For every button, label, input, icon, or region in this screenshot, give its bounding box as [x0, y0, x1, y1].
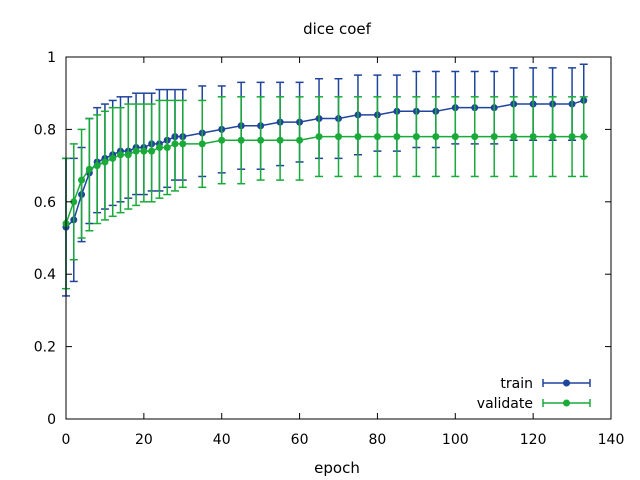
data-point [124, 151, 132, 159]
data-point [78, 176, 86, 184]
x-tick-label: 120 [520, 432, 547, 448]
x-tick-label: 20 [135, 432, 153, 448]
y-tick-label: 0.2 [34, 340, 56, 356]
plot-area [62, 63, 588, 297]
y-tick-label: 0.8 [34, 122, 56, 138]
y-tick-label: 0 [47, 412, 56, 428]
data-point [237, 136, 245, 144]
plot-frame [65, 56, 612, 420]
x-tick-label: 0 [62, 432, 71, 448]
x-tick-label: 80 [369, 432, 387, 448]
x-tick-label: 40 [213, 432, 231, 448]
y-tick-label: 1 [47, 50, 56, 66]
series-validate [62, 96, 588, 290]
data-point [490, 133, 498, 141]
data-point [568, 133, 576, 141]
legend-item-validate: validate [477, 396, 591, 412]
data-point [171, 140, 179, 148]
x-tick-label: 60 [291, 432, 309, 448]
data-point [529, 133, 537, 141]
data-point [549, 133, 557, 141]
data-point [93, 162, 101, 170]
legend-label: train [500, 376, 533, 392]
data-point [373, 133, 381, 141]
data-point [393, 133, 401, 141]
data-point [218, 136, 226, 144]
data-point [101, 158, 109, 166]
data-point [315, 133, 323, 141]
data-point [140, 147, 148, 155]
data-point [163, 144, 171, 151]
data-point [117, 151, 124, 159]
legend: train validate [477, 376, 591, 412]
data-point [412, 133, 420, 141]
data-point [132, 147, 140, 155]
axes: 0 20 40 60 80 100 120 140 0 0.2 0.4 0.6 0.8 1 [34, 50, 625, 448]
data-point [198, 140, 206, 148]
data-point [296, 136, 304, 144]
data-point [354, 133, 362, 141]
data-point [179, 140, 187, 148]
chart-title: dice coef [303, 20, 372, 38]
data-point [580, 133, 588, 141]
data-point [432, 133, 440, 141]
legend-marker [563, 399, 570, 407]
data-point [510, 133, 518, 141]
data-point [276, 136, 284, 144]
data-point [109, 154, 117, 162]
data-point [471, 133, 479, 141]
y-tick-label: 0.6 [34, 195, 56, 211]
x-tick-label: 100 [442, 432, 469, 448]
data-point [70, 198, 78, 206]
legend-marker [563, 379, 570, 387]
data-point [85, 165, 93, 173]
data-point [155, 144, 163, 151]
data-point [451, 133, 459, 141]
data-point [335, 133, 342, 141]
legend-label: validate [477, 396, 533, 412]
legend-item-train: train [500, 376, 591, 392]
y-tick-label: 0.4 [34, 267, 56, 283]
x-tick-label: 140 [598, 432, 625, 448]
data-point [257, 136, 265, 144]
x-axis-label: epoch [314, 459, 360, 477]
data-point [148, 147, 156, 155]
